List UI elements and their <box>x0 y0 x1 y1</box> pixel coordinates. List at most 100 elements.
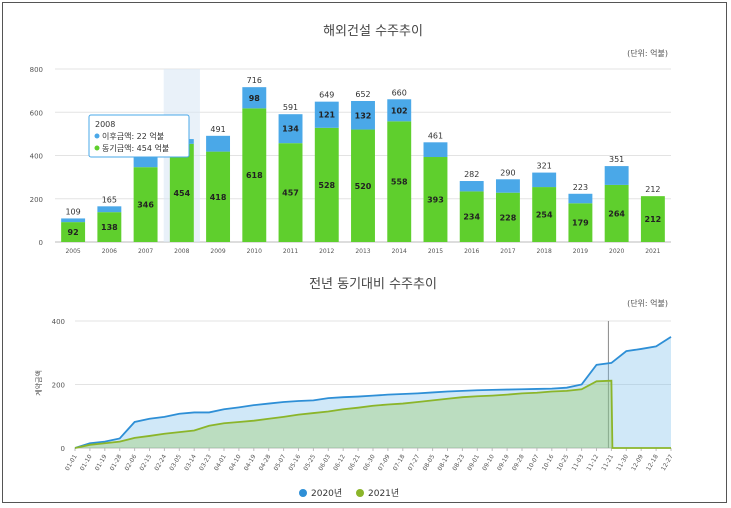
bar-same-label: 92 <box>68 228 79 237</box>
tooltip-year: 2008 <box>95 120 115 129</box>
bar-xtick-label: 2018 <box>537 248 552 255</box>
area-chart-ylabel: 계약금액 <box>34 370 43 396</box>
bar-total-label: 461 <box>428 131 443 140</box>
area-xtick-label: 09-28 <box>511 453 526 472</box>
area-xtick-label: 12-09 <box>630 453 645 472</box>
bar-xtick-label: 2012 <box>319 248 334 255</box>
bar-after-period <box>532 172 557 188</box>
bar-total-label: 165 <box>102 195 117 204</box>
bar-xtick-label: 2011 <box>283 248 298 255</box>
area-xtick-label: 10-25 <box>556 453 571 472</box>
bar-total-label: 282 <box>464 170 479 179</box>
bar-xtick-label: 2015 <box>428 248 443 255</box>
bar-xtick-label: 2021 <box>645 248 660 255</box>
bar-after-label: 121 <box>318 111 335 120</box>
area-chart-legend: 2020년 2021년 <box>299 488 399 499</box>
tooltip-box <box>88 114 190 158</box>
bar-total-label: 321 <box>537 162 552 171</box>
area-line-2021 <box>74 379 671 449</box>
area-chart-title: 전년 동기대비 수주추이 <box>309 277 437 292</box>
bar-same-period <box>242 108 267 242</box>
area-chart-unit: (단위: 억불) <box>627 298 668 308</box>
area-xtick-label: 07-09 <box>377 453 392 472</box>
bar-ytick-label: 800 <box>30 66 43 74</box>
bar-same-label: 454 <box>173 189 190 198</box>
bar-same-period <box>568 203 593 242</box>
area-ytick-label: 200 <box>52 382 65 390</box>
tooltip-marker-same <box>94 145 100 151</box>
bar-xtick-label: 2017 <box>500 248 515 255</box>
bar-same-period <box>495 192 520 242</box>
area-xtick-label: 09-19 <box>496 453 511 472</box>
bar-xtick-label: 2010 <box>247 248 262 255</box>
bar-after-period <box>568 193 593 204</box>
bar-total-label: 660 <box>392 88 407 97</box>
area-xtick-label: 03-14 <box>183 453 198 472</box>
bar-after-label: 132 <box>355 111 372 120</box>
area-xtick-label: 12-18 <box>645 453 660 472</box>
bar-same-period <box>169 143 194 242</box>
bar-same-label: 346 <box>137 201 154 210</box>
area-xtick-label: 02-06 <box>124 453 139 472</box>
area-xtick-label: 11-12 <box>585 453 600 472</box>
bar-xtick-label: 2008 <box>174 248 189 255</box>
bar-xtick-label: 2016 <box>464 248 479 255</box>
legend-marker <box>299 489 307 497</box>
bar-same-period <box>387 121 412 242</box>
area-xtick-label: 07-18 <box>392 453 407 472</box>
bar-total-label: 351 <box>609 155 624 164</box>
bar-ytick-label: 400 <box>30 153 43 161</box>
bar-after-period <box>206 135 231 152</box>
bar-same-label: 228 <box>500 213 517 222</box>
area-ytick-label: 0 <box>61 445 65 453</box>
bar-total-label: 652 <box>355 90 370 99</box>
area-xtick-label: 04-19 <box>243 453 258 472</box>
area-xtick-label: 12-27 <box>660 453 675 472</box>
area-xtick-label: 01-28 <box>109 453 124 472</box>
area-xtick-label: 04-10 <box>228 453 243 472</box>
bar-same-label: 179 <box>572 219 589 228</box>
bar-ytick-label: 200 <box>30 196 43 204</box>
bar-same-label: 138 <box>101 223 118 232</box>
bar-same-period <box>459 191 484 242</box>
bar-xtick-label: 2005 <box>65 248 80 255</box>
bar-xtick-label: 2013 <box>355 248 370 255</box>
bar-after-period <box>278 114 303 144</box>
bar-chart-title: 해외건설 수주추이 <box>323 24 423 39</box>
area-xtick-label: 05-25 <box>302 453 317 472</box>
bar-same-label: 418 <box>210 193 227 202</box>
bar-same-label: 528 <box>318 181 335 190</box>
bar-same-period <box>604 184 629 242</box>
bar-total-label: 649 <box>319 91 334 100</box>
legend-marker <box>356 489 364 497</box>
bar-chart-unit: (단위: 억불) <box>627 48 668 58</box>
bar-after-period <box>604 166 629 185</box>
bar-same-label: 254 <box>536 211 553 220</box>
bar-same-label: 618 <box>246 171 263 180</box>
bar-total-label: 212 <box>645 185 660 194</box>
area-chart-marks <box>74 336 672 449</box>
area-xtick-label: 03-23 <box>198 453 213 472</box>
area-xtick-label: 05-07 <box>273 453 288 472</box>
bar-after-period <box>133 155 158 168</box>
area-xtick-label: 06-03 <box>317 453 332 472</box>
bar-xtick-label: 2009 <box>210 248 225 255</box>
bar-after-period <box>242 87 267 109</box>
bar-same-period <box>351 129 375 242</box>
area-xtick-label: 10-16 <box>541 453 556 472</box>
area-xtick-label: 08-23 <box>451 453 466 472</box>
area-xtick-label: 09-01 <box>466 453 481 472</box>
bar-after-period <box>61 218 86 223</box>
bar-same-period <box>314 127 339 242</box>
bar-same-period <box>61 222 86 242</box>
bar-after-period <box>423 142 448 158</box>
bar-xtick-label: 2014 <box>392 248 407 255</box>
bar-xtick-label: 2020 <box>609 248 624 255</box>
bar-ytick-label: 0 <box>39 239 43 247</box>
area-xtick-label: 03-05 <box>168 453 183 472</box>
area-xtick-label: 11-03 <box>571 453 586 472</box>
bar-xtick-label: 2007 <box>138 248 153 255</box>
bar-same-period <box>423 157 448 242</box>
bar-same-period <box>640 196 665 242</box>
area-xtick-label: 06-21 <box>347 453 362 472</box>
